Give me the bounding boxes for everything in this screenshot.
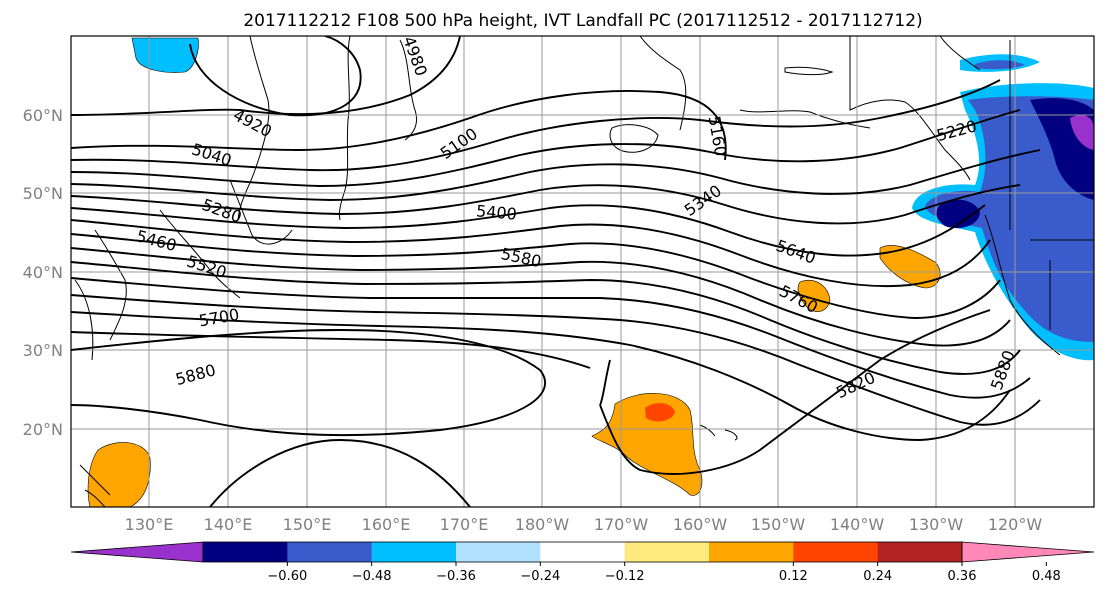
lon-tick-label: 150°E (283, 515, 332, 534)
lon-tick-label: 170°W (594, 515, 649, 534)
lat-tick-label: 50°N (23, 184, 63, 203)
latitude-axis: 60°N 50°N 40°N 30°N 20°N (23, 106, 63, 439)
colorbar-tick-label: −0.60 (267, 569, 307, 584)
colorbar-tick-label: 0.12 (779, 569, 808, 584)
colorbar-cell (203, 542, 288, 562)
colorbar-cell (624, 542, 710, 562)
colorbar-cell (540, 542, 626, 562)
colorbar-cell (456, 542, 541, 562)
lon-tick-label: 160°E (362, 515, 411, 534)
colorbar-cell (371, 542, 457, 562)
graticule (71, 36, 1094, 507)
lon-tick-label: 170°E (440, 515, 489, 534)
contour-label: 5400 (475, 201, 517, 223)
colorbar-cell (877, 542, 963, 562)
colorbar-tick-label: 0.36 (948, 569, 977, 584)
colorbar-cells (70, 541, 1095, 563)
colorbar-tick-label: −0.48 (352, 569, 392, 584)
positive-ivt-region-northeast-pacific (797, 245, 941, 312)
lon-tick-label: 150°W (751, 515, 806, 534)
colorbar-cell (709, 542, 794, 562)
positive-ivt-region-hawaii (591, 393, 703, 496)
map-title: 2017112212 F108 500 hPa height, IVT Land… (243, 11, 922, 31)
colorbar-extend-low (70, 541, 204, 563)
lat-tick-label: 60°N (23, 106, 63, 125)
colorbar-tick-label: 0.24 (863, 569, 892, 584)
lon-tick-label: 130°E (125, 515, 174, 534)
positive-ivt-region-philippines (87, 442, 151, 507)
lon-tick-label: 180°W (515, 515, 570, 534)
lat-tick-label: 30°N (23, 341, 63, 360)
colorbar-extend-high (961, 541, 1095, 563)
lat-tick-label: 20°N (23, 420, 63, 439)
lon-tick-label: 160°W (673, 515, 728, 534)
colorbar-frame (202, 541, 963, 563)
colorbar-cell (287, 542, 373, 562)
lon-tick-label: 140°E (204, 515, 253, 534)
colorbar-tick-label: −0.36 (436, 569, 476, 584)
map-panel: 4920 4980 5040 5100 5160 5220 5280 5340 … (71, 36, 1094, 507)
height-contours (71, 36, 1041, 507)
lat-tick-label: 40°N (23, 263, 63, 282)
colorbar-tick-label: −0.24 (520, 569, 560, 584)
map-frame (70, 35, 1095, 508)
colorbar-tick-label: −0.12 (605, 569, 645, 584)
colorbar: −0.60 −0.48 −0.36 −0.24 −0.12 0.12 0.24 0.36 0.4… (70, 541, 1095, 584)
colorbar-tick-label: 0.48 (1032, 569, 1061, 584)
lon-tick-label: 130°W (909, 515, 964, 534)
colorbar-cell (793, 542, 879, 562)
colorbar-ticks: −0.60 −0.48 −0.36 −0.24 −0.12 0.12 0.24 0.36 0.4… (267, 562, 1061, 584)
lon-tick-label: 120°W (988, 515, 1043, 534)
longitude-axis: 130°E 140°E 150°E 160°E 170°E 180°W 170°… (125, 515, 1043, 534)
lon-tick-label: 140°W (830, 515, 885, 534)
